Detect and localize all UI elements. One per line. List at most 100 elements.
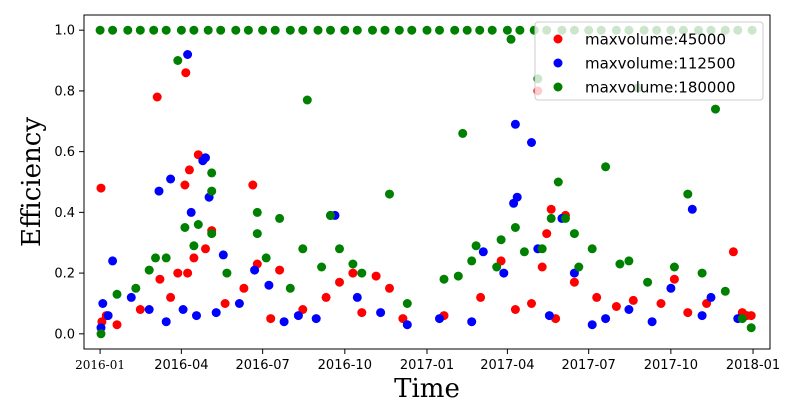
- legend-label: maxvolume:112500: [585, 55, 736, 73]
- data-point: [166, 174, 176, 184]
- data-point: [687, 204, 697, 214]
- data-point: [574, 262, 584, 272]
- data-point: [561, 213, 570, 223]
- x-tick-label: 2017-07: [562, 358, 616, 373]
- data-point: [151, 253, 160, 263]
- data-point: [496, 235, 506, 245]
- data-point: [385, 283, 394, 293]
- ticks-layer: 0.0 0.2 0.4 0.6 0.8 1.0 2016-01 2016-04 2016-07 2…: [54, 24, 780, 373]
- data-point: [108, 256, 118, 266]
- data-point: [471, 241, 481, 251]
- data-point: [207, 186, 217, 196]
- data-point: [144, 305, 154, 314]
- data-point: [587, 244, 597, 254]
- data-point: [154, 186, 164, 196]
- data-point: [252, 207, 262, 217]
- series-2: [96, 50, 743, 333]
- data-point: [385, 189, 394, 199]
- data-point: [270, 25, 280, 35]
- data-point: [181, 68, 191, 78]
- data-point: [317, 262, 327, 272]
- data-point: [601, 314, 611, 324]
- data-point: [462, 25, 472, 35]
- data-point: [624, 305, 634, 314]
- data-point: [180, 223, 190, 232]
- legend-marker: [553, 58, 563, 68]
- data-point: [357, 268, 367, 278]
- data-point: [510, 223, 520, 232]
- data-point: [183, 50, 193, 59]
- data-point: [601, 162, 611, 172]
- data-point: [96, 183, 106, 193]
- data-point: [186, 207, 196, 217]
- data-point: [453, 271, 463, 281]
- data-point: [512, 192, 522, 202]
- x-tick-label: 2018-01: [726, 358, 780, 373]
- data-point: [335, 277, 344, 287]
- x-tick-label: 2016-07: [235, 358, 289, 373]
- data-point: [189, 241, 199, 251]
- y-tick-label: 0.2: [54, 267, 75, 282]
- data-point: [502, 25, 512, 35]
- data-point: [250, 265, 260, 275]
- data-point: [192, 311, 201, 321]
- data-point: [248, 180, 258, 190]
- legend-marker: [553, 34, 563, 44]
- data-point: [439, 274, 449, 284]
- data-point: [135, 25, 145, 35]
- data-point: [173, 268, 183, 278]
- data-point: [376, 308, 386, 318]
- data-point: [189, 253, 199, 263]
- data-point: [348, 259, 358, 269]
- data-point: [371, 271, 381, 281]
- data-point: [527, 299, 536, 308]
- data-point: [180, 180, 190, 190]
- data-point: [98, 299, 108, 308]
- data-point: [96, 329, 106, 339]
- data-point: [611, 302, 621, 311]
- legend-marker: [553, 82, 563, 92]
- data-point: [161, 317, 171, 327]
- data-point: [615, 259, 625, 269]
- y-tick-label: 0.8: [54, 84, 75, 99]
- data-point: [264, 280, 274, 290]
- data-point: [108, 25, 118, 35]
- data-point: [402, 320, 412, 330]
- data-point: [546, 213, 556, 223]
- data-point: [544, 311, 554, 321]
- data-point: [302, 95, 312, 105]
- data-point: [135, 305, 145, 314]
- data-point: [126, 292, 136, 302]
- data-point: [144, 265, 154, 275]
- data-point: [203, 25, 213, 35]
- data-point: [402, 299, 412, 308]
- data-point: [298, 25, 308, 35]
- data-point: [394, 25, 404, 35]
- legend: maxvolume:45000 maxvolume:112500 maxvolume…: [534, 21, 764, 101]
- data-point: [458, 128, 468, 138]
- data-point: [285, 283, 295, 293]
- y-axis-label: Efficiency: [17, 117, 47, 247]
- data-point: [478, 247, 488, 257]
- data-point: [176, 25, 186, 35]
- data-point: [313, 25, 323, 35]
- data-point: [258, 25, 268, 35]
- data-point: [435, 25, 444, 35]
- data-point: [487, 25, 497, 35]
- data-point: [166, 292, 176, 302]
- data-point: [326, 210, 335, 220]
- data-point: [352, 25, 362, 35]
- data-point: [720, 286, 730, 296]
- data-point: [275, 265, 285, 275]
- data-point: [624, 256, 634, 266]
- data-point: [527, 138, 536, 147]
- data-point: [285, 25, 295, 35]
- legend-label: maxvolume:180000: [585, 79, 736, 97]
- y-tick-label: 0.0: [54, 327, 75, 342]
- data-point: [311, 314, 321, 324]
- data-point: [211, 308, 221, 318]
- data-point: [234, 299, 244, 308]
- series-3: [95, 25, 757, 339]
- data-point: [569, 277, 579, 287]
- data-point: [95, 25, 105, 35]
